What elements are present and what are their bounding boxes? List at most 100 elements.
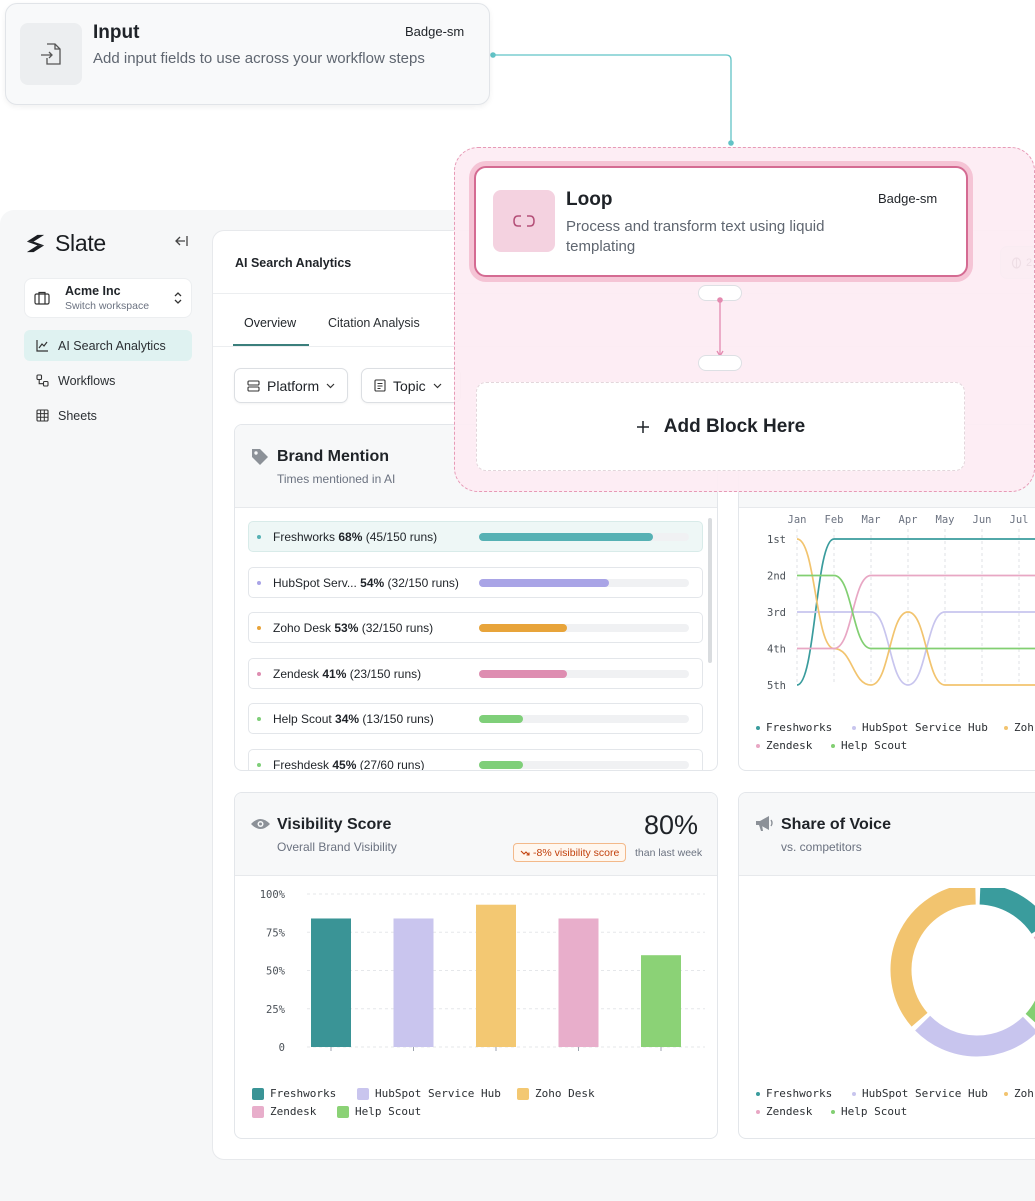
platform-filter[interactable]: Platform — [234, 368, 349, 403]
mention-text: Zoho Desk 53% (32/150 runs) — [273, 621, 433, 635]
legend-swatch — [852, 725, 856, 730]
legend-item[interactable]: Zendesk — [252, 1105, 316, 1118]
legend-item[interactable]: Help Scout — [337, 1105, 421, 1118]
y-tick-label: 1st — [767, 534, 786, 546]
donut-slice[interactable] — [979, 888, 1035, 935]
legend-swatch — [756, 743, 760, 748]
legend-item[interactable]: HubSpot Service Hub — [852, 1087, 988, 1100]
add-block-button[interactable]: Add Block Here — [476, 382, 965, 471]
legend-label: Help Scout — [841, 1105, 908, 1118]
loop-node-title: Loop — [566, 189, 613, 210]
legend-item[interactable]: Freshworks — [756, 1087, 832, 1100]
table-icon — [36, 409, 49, 422]
bar[interactable] — [311, 918, 351, 1047]
legend-item[interactable]: HubSpot Service Hub — [852, 721, 988, 734]
mention-runs: (13/150 runs) — [362, 712, 434, 726]
sidebar-item-label: AI Search Analytics — [58, 338, 166, 353]
sidebar-item-sheets[interactable]: Sheets — [24, 400, 192, 431]
add-block-input-port[interactable] — [698, 355, 742, 371]
series-dot — [257, 671, 261, 676]
brand-mention-row[interactable]: Zoho Desk 53% (32/150 runs) — [248, 612, 703, 643]
workspace-name: Acme Inc — [65, 284, 121, 298]
loop-node[interactable]: Loop Process and transform text using li… — [474, 166, 968, 277]
legend-item[interactable]: Zendesk — [756, 1105, 812, 1118]
brand-mention-row[interactable]: Zendesk 41% (23/150 runs) — [248, 657, 703, 689]
bar[interactable] — [558, 918, 599, 1047]
ranking-line-chart: Jan Feb Mar Apr May Jun Jul 1st 2nd 3rd 4th 5th — [767, 515, 1035, 692]
legend-item[interactable]: Help Scout — [831, 739, 907, 752]
workspace-subtitle: Switch workspace — [65, 300, 150, 312]
x-tick-label: May — [936, 515, 955, 526]
brand-mention-row[interactable]: Help Scout 34% (13/150 runs) — [248, 703, 703, 734]
mention-runs: (45/150 runs) — [365, 530, 438, 544]
chart-line-icon — [36, 340, 48, 352]
mention-text: Freshworks 68% (45/150 runs) — [273, 530, 437, 544]
y-tick-label: 5th — [767, 680, 786, 692]
tab-overview[interactable]: Overview — [244, 316, 297, 330]
legend-item[interactable]: Zendesk — [756, 739, 812, 752]
share-of-voice-card: Share of Voice vs. competitors Freshwork… — [738, 792, 1035, 1139]
legend-swatch — [357, 1087, 369, 1100]
bar[interactable] — [476, 904, 516, 1047]
legend-item[interactable]: HubSpot Service Hub — [357, 1087, 501, 1100]
series-line[interactable] — [796, 574, 1035, 650]
legend-swatch — [756, 1091, 760, 1096]
legend-label: Zoh — [1014, 1087, 1034, 1100]
donut-slice[interactable] — [890, 888, 977, 1027]
brand-mention-row[interactable]: HubSpot Serv... 54% (32/150 runs) — [248, 566, 703, 598]
legend-item[interactable]: Help Scout — [831, 1105, 907, 1118]
legend-label: Help Scout — [841, 739, 908, 752]
sidebar-item-ai-search-analytics[interactable]: AI Search Analytics — [24, 330, 192, 361]
briefcase-icon — [34, 291, 50, 305]
collapse-icon — [175, 236, 188, 246]
bar[interactable] — [393, 918, 434, 1047]
share-of-voice-donut — [890, 888, 1035, 1057]
legend-label: Freshworks — [766, 1087, 833, 1100]
legend-item[interactable]: Zoh — [1004, 1087, 1034, 1100]
legend-label: HubSpot Service Hub — [375, 1087, 501, 1100]
visibility-bar-chart: 0 25% 50% 75% 100% — [260, 889, 705, 1054]
visibility-change-text: -8% visibility score — [533, 846, 620, 859]
list-scrollbar[interactable] — [708, 518, 712, 663]
input-node-badge: Badge-sm — [405, 24, 465, 39]
series-line[interactable] — [796, 574, 1035, 650]
x-tick-label: Feb — [825, 515, 844, 526]
series-line[interactable] — [796, 538, 1035, 686]
collapse-sidebar-button[interactable] — [172, 232, 190, 250]
card-header: Visibility Score Overall Brand Visibilit… — [235, 793, 717, 876]
brand-mention-row[interactable]: Freshdesk 45% (27/60 runs) — [248, 748, 703, 771]
series-line[interactable] — [796, 611, 1035, 686]
legend-swatch — [852, 1091, 856, 1096]
sidebar: Slate Acme Inc Switch workspace AI Searc… — [0, 210, 212, 1201]
legend-label: Zoho Desk — [535, 1087, 595, 1100]
sidebar-item-workflows[interactable]: Workflows — [24, 365, 192, 396]
eye-icon — [251, 819, 270, 829]
tab-citation-analysis[interactable]: Citation Analysis — [328, 316, 420, 330]
page-title: AI Search Analytics — [235, 256, 352, 270]
bar[interactable] — [641, 955, 681, 1047]
legend-item[interactable]: Zoh — [1004, 721, 1034, 734]
input-node[interactable]: Input Add input fields to use across you… — [5, 3, 490, 105]
donut-slice[interactable] — [915, 1015, 1035, 1057]
plus-icon — [636, 420, 649, 433]
connector-start-dot[interactable] — [490, 52, 496, 58]
topic-filter[interactable]: Topic — [361, 368, 461, 403]
mention-percent: 45% — [332, 757, 357, 771]
legend-label: Zendesk — [766, 1105, 813, 1118]
mention-percent: 68% — [338, 530, 363, 544]
x-tick-label: Mar — [862, 515, 881, 526]
logo[interactable]: Slate — [24, 230, 106, 257]
legend-item[interactable]: Zoho Desk — [517, 1087, 595, 1100]
workspace-switcher[interactable]: Acme Inc Switch workspace — [24, 278, 192, 318]
brand-mention-row[interactable]: Freshworks 68% (45/150 runs) — [248, 521, 703, 552]
connector-end-dot[interactable] — [728, 140, 734, 146]
y-tick-label: 25% — [266, 1004, 286, 1016]
legend-swatch — [1004, 725, 1008, 730]
input-node-description: Add input fields to use across your work… — [93, 50, 425, 67]
input-node-icon-box — [20, 23, 82, 85]
card-header: Share of Voice vs. competitors — [739, 793, 1035, 876]
x-tick-label: Jul — [1010, 515, 1029, 526]
legend-item[interactable]: Freshworks — [252, 1087, 336, 1100]
legend-item[interactable]: Freshworks — [756, 721, 832, 734]
loop-node-description: Process and transform text using liquid … — [566, 218, 825, 255]
